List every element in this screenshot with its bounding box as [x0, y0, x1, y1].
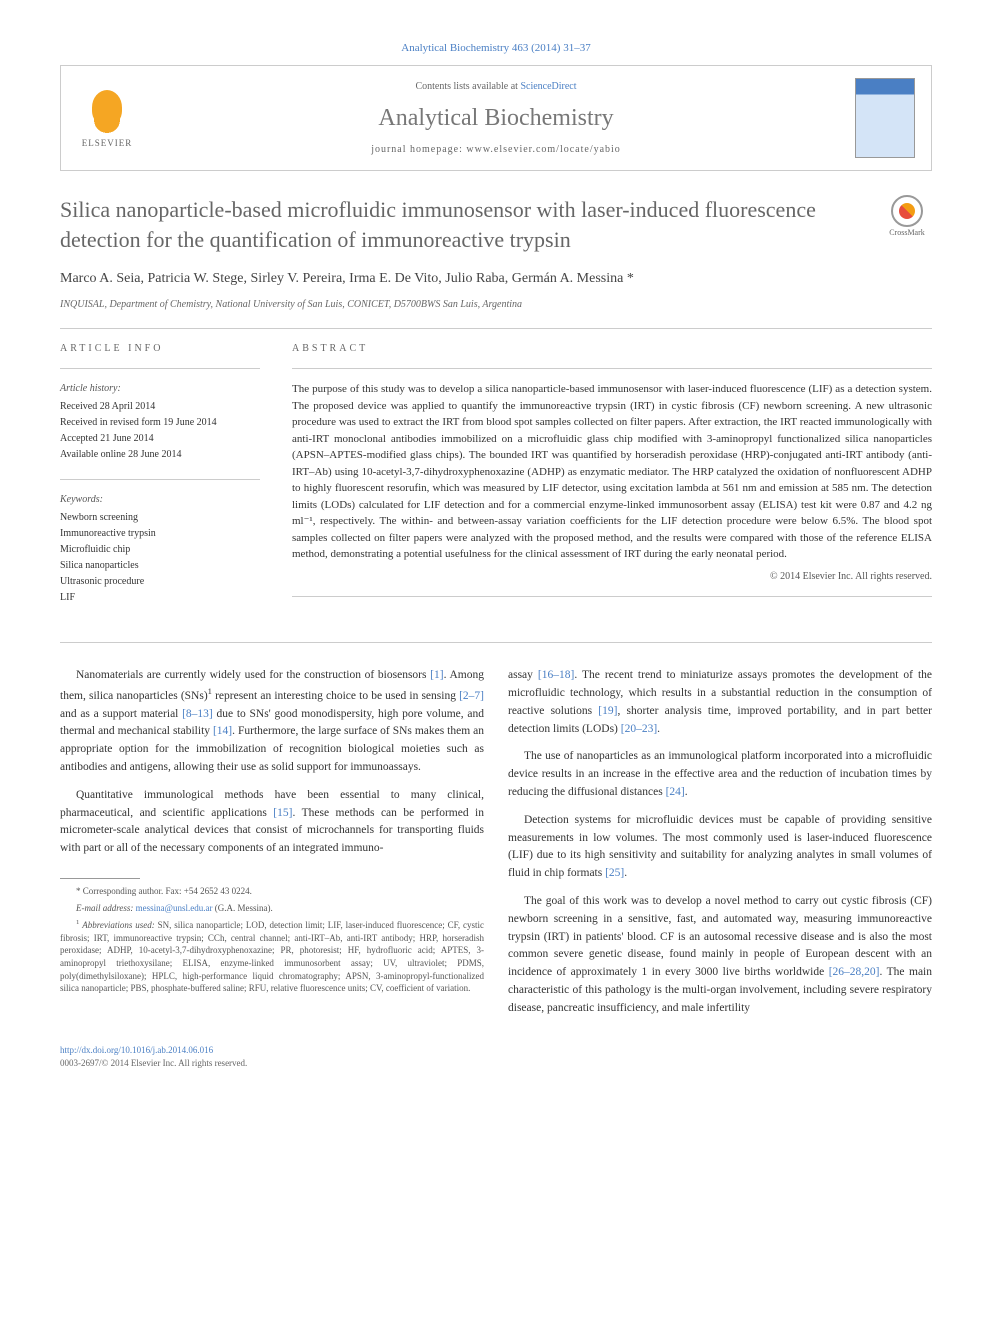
publisher-logo: ELSEVIER — [77, 83, 137, 153]
email-label: E-mail address: — [76, 903, 136, 913]
homepage-url[interactable]: www.elsevier.com/locate/yabio — [466, 144, 620, 155]
footnotes: * Corresponding author. Fax: +54 2652 43… — [60, 878, 484, 995]
citation-link[interactable]: [19] — [598, 705, 617, 717]
text-run: The use of nanoparticles as an immunolog… — [508, 750, 932, 798]
journal-homepage: journal homepage: www.elsevier.com/locat… — [153, 142, 839, 157]
text-run: assay — [508, 669, 538, 681]
crossmark-icon — [891, 195, 923, 227]
corresponding-author: * Corresponding author. Fax: +54 2652 43… — [60, 885, 484, 898]
divider — [60, 328, 932, 329]
keywords-block: Keywords: Newborn screening Immunoreacti… — [60, 492, 260, 606]
citation-link[interactable]: [15] — [273, 807, 292, 819]
email-line: E-mail address: messina@unsl.edu.ar (G.A… — [60, 902, 484, 915]
body-column-left: Nanomaterials are currently widely used … — [60, 667, 484, 1028]
footnote-divider — [60, 878, 140, 879]
abstract-text: The purpose of this study was to develop… — [292, 381, 932, 563]
citation-link[interactable]: [1] — [430, 669, 443, 681]
citation-link[interactable]: [16–18] — [538, 669, 574, 681]
journal-reference: Analytical Biochemistry 463 (2014) 31–37 — [60, 40, 932, 57]
citation-link[interactable]: [2–7] — [459, 690, 484, 702]
body-paragraph: Nanomaterials are currently widely used … — [60, 667, 484, 777]
body-paragraph: Detection systems for microfluidic devic… — [508, 812, 932, 883]
citation-link[interactable]: [25] — [605, 867, 624, 879]
text-run: Nanomaterials are currently widely used … — [76, 669, 430, 681]
text-run: represent an interesting choice to be us… — [212, 690, 459, 702]
body-paragraph: assay [16–18]. The recent trend to minia… — [508, 667, 932, 738]
citation-link[interactable]: [24] — [666, 786, 685, 798]
author-list: Marco A. Seia, Patricia W. Stege, Sirley… — [60, 268, 932, 289]
text-run: Detection systems for microfluidic devic… — [508, 814, 932, 879]
divider — [292, 596, 932, 597]
abstract-copyright: © 2014 Elsevier Inc. All rights reserved… — [292, 569, 932, 584]
keyword: Newborn screening — [60, 510, 260, 526]
text-run: and as a support material — [60, 708, 182, 720]
abbrev-label: Abbreviations used: — [82, 920, 155, 930]
keyword: Silica nanoparticles — [60, 558, 260, 574]
affiliation: INQUISAL, Department of Chemistry, Natio… — [60, 297, 932, 312]
keyword: Ultrasonic procedure — [60, 574, 260, 590]
citation-link[interactable]: [14] — [213, 725, 232, 737]
history-received: Received 28 April 2014 — [60, 399, 260, 415]
journal-header: ELSEVIER Contents lists available at Sci… — [60, 65, 932, 171]
body-text: Nanomaterials are currently widely used … — [60, 667, 932, 1028]
email-suffix: (G.A. Messina). — [212, 903, 272, 913]
body-paragraph: Quantitative immunological methods have … — [60, 787, 484, 858]
keywords-label: Keywords: — [60, 492, 260, 508]
doi-link[interactable]: http://dx.doi.org/10.1016/j.ab.2014.06.0… — [60, 1044, 932, 1058]
crossmark-badge[interactable]: CrossMark — [882, 195, 932, 257]
journal-cover-thumbnail — [855, 78, 915, 158]
body-paragraph: The goal of this work was to develop a n… — [508, 893, 932, 1018]
contents-text: Contents lists available at — [415, 81, 520, 92]
text-run: . — [657, 723, 660, 735]
text-run: . — [624, 867, 627, 879]
abbrev-text: SN, silica nanoparticle; LOD, detection … — [60, 920, 484, 993]
homepage-label: journal homepage: — [371, 144, 466, 155]
footnote-marker: 1 — [76, 919, 79, 926]
citation-link[interactable]: [26–28,20] — [829, 966, 880, 978]
divider — [60, 368, 260, 369]
issn-copyright: 0003-2697/© 2014 Elsevier Inc. All right… — [60, 1057, 932, 1071]
article-title: Silica nanoparticle-based microfluidic i… — [60, 195, 870, 257]
abstract-column: ABSTRACT The purpose of this study was t… — [292, 341, 932, 622]
divider — [60, 479, 260, 480]
history-label: Article history: — [60, 381, 260, 397]
keyword: LIF — [60, 590, 260, 606]
body-column-right: assay [16–18]. The recent trend to minia… — [508, 667, 932, 1028]
email-link[interactable]: messina@unsl.edu.ar — [136, 903, 213, 913]
citation-link[interactable]: [8–13] — [182, 708, 213, 720]
publisher-name: ELSEVIER — [82, 137, 133, 151]
history-accepted: Accepted 21 June 2014 — [60, 431, 260, 447]
keyword: Microfluidic chip — [60, 542, 260, 558]
citation-link[interactable]: [20–23] — [621, 723, 657, 735]
body-paragraph: The use of nanoparticles as an immunolog… — [508, 748, 932, 801]
sciencedirect-link[interactable]: ScienceDirect — [520, 81, 576, 92]
history-revised: Received in revised form 19 June 2014 — [60, 415, 260, 431]
crossmark-label: CrossMark — [889, 227, 925, 239]
divider — [60, 642, 932, 643]
history-online: Available online 28 June 2014 — [60, 447, 260, 463]
keyword: Immunoreactive trypsin — [60, 526, 260, 542]
article-history: Article history: Received 28 April 2014 … — [60, 381, 260, 463]
contents-available: Contents lists available at ScienceDirec… — [153, 79, 839, 94]
text-run: . — [685, 786, 688, 798]
abbreviations: 1 Abbreviations used: SN, silica nanopar… — [60, 918, 484, 995]
article-info-column: ARTICLE INFO Article history: Received 2… — [60, 341, 260, 622]
divider — [292, 368, 932, 369]
journal-title: Analytical Biochemistry — [153, 100, 839, 136]
abstract-heading: ABSTRACT — [292, 341, 932, 356]
article-info-heading: ARTICLE INFO — [60, 341, 260, 356]
elsevier-tree-icon — [82, 85, 132, 135]
